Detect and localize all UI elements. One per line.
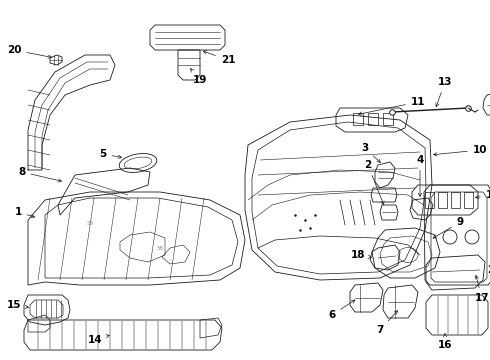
Text: 21: 21 — [203, 51, 235, 65]
Text: 6: 6 — [328, 300, 355, 320]
Text: 11: 11 — [359, 97, 425, 115]
Text: 15: 15 — [7, 300, 28, 310]
Text: 58: 58 — [87, 221, 94, 226]
Text: 4: 4 — [416, 155, 424, 197]
Bar — [464, 192, 473, 208]
Text: 17: 17 — [475, 275, 490, 303]
Text: 22: 22 — [0, 359, 1, 360]
Bar — [451, 192, 460, 208]
Text: 58: 58 — [156, 246, 164, 251]
Text: 9: 9 — [433, 217, 464, 238]
Text: 13: 13 — [436, 77, 452, 107]
Text: 5: 5 — [99, 149, 122, 159]
Text: 18: 18 — [351, 250, 371, 260]
Text: 3: 3 — [362, 143, 380, 163]
Bar — [353, 113, 363, 125]
Text: 16: 16 — [438, 334, 452, 350]
Text: 8: 8 — [19, 167, 62, 182]
Text: 19: 19 — [191, 69, 207, 85]
Text: 7: 7 — [376, 311, 397, 335]
Bar — [368, 113, 378, 125]
Text: 20: 20 — [7, 45, 51, 58]
Text: 2: 2 — [365, 160, 384, 205]
Bar — [383, 113, 393, 125]
Text: 12: 12 — [475, 190, 490, 200]
Text: 1: 1 — [14, 207, 35, 217]
Text: 23: 23 — [487, 265, 490, 275]
Bar — [425, 192, 434, 208]
Bar — [438, 192, 447, 208]
Text: 14: 14 — [88, 335, 109, 345]
Text: 10: 10 — [434, 145, 487, 156]
